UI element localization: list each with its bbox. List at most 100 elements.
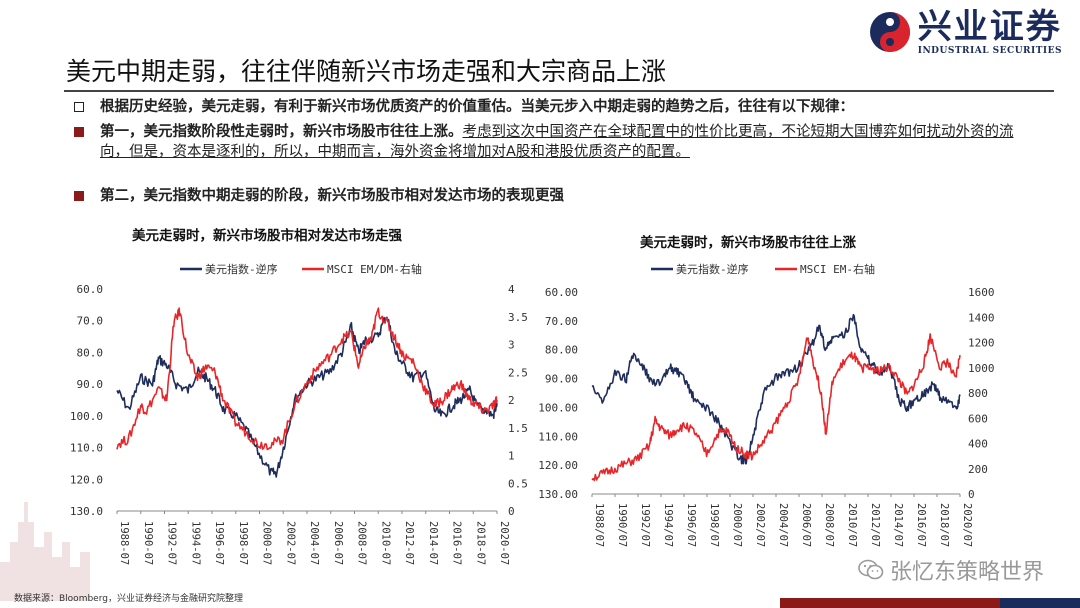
chart-2: 60.00 70.00 80.00 90.00 100.00 110.00 120.00 13… [538,262,994,547]
watermark-text: 张忆东策略世界 [889,560,1044,585]
logo-chinese-name: 兴业证券 [917,7,1062,47]
legend-label: MSCI EM/DM-右轴 [327,262,422,276]
bullet-second: 第二，美元指数中期走弱的阶段，新兴市场股市相对发达市场的表现更强 [74,186,1036,206]
x-tick-label: 2012/07 [869,503,881,547]
wechat-watermark: 张忆东策略世界 [858,554,1044,586]
right-tick-label: 1000 [968,362,995,375]
x-tick-label: 2012-07 [403,521,415,565]
x-tick-label: 2018/07 [938,503,950,547]
right-tick-label: 1.5 [508,422,528,435]
legend-label: MSCI EM-右轴 [800,262,875,276]
left-tick-label: 120.0 [70,473,103,486]
left-tick-label: 80.0 [77,346,104,359]
right-tick-label: 400 [968,438,988,451]
x-tick-label: 1994/07 [662,503,674,547]
left-tick-label: 130.0 [70,505,103,518]
left-tick-label: 60.00 [545,286,578,299]
x-tick-label: 2018-07 [474,521,486,565]
right-tick-label: 0 [968,488,975,501]
title-divider [64,90,1054,92]
right-tick-label: 4 [508,283,515,296]
data-source-note: 数据来源：Bloomberg，兴业证券经济与金融研究院整理 [14,594,243,604]
left-tick-label: 90.00 [545,373,578,386]
x-tick-label: 2020/07 [961,503,973,547]
x-tick-label: 2002-07 [284,521,296,565]
red-square-icon [74,127,84,137]
right-tick-label: 0.5 [508,477,528,490]
x-tick-label: 2014/07 [892,503,904,547]
right-tick-label: 1600 [968,286,995,299]
red-square-icon [74,191,84,201]
x-tick-label: 1990-07 [142,521,154,565]
page-title: 美元中期走弱，往往伴随新兴市场走强和大宗商品上涨 [66,57,667,86]
right-tick-label: 1400 [968,311,995,324]
x-tick-label: 2006-07 [332,521,344,565]
left-tick-label: 100.00 [538,401,578,414]
bullet-intro-text: 根据历史经验，美元走弱，有利于新兴市场优质资产的价值重估。当美元步入中期走弱的趋… [100,99,854,115]
right-tick-label: 200 [968,463,988,476]
bullet-second-text: 第二，美元指数中期走弱的阶段，新兴市场股市相对发达市场的表现更强 [100,188,564,204]
x-tick-label: 2008/07 [823,503,835,547]
x-tick-label: 2006/07 [800,503,812,547]
x-tick-label: 1988-07 [118,521,130,565]
series-line-msci [116,307,498,451]
legend-label: 美元指数-逆序 [205,262,278,276]
x-tick-label: 1996/07 [685,503,697,547]
right-tick-label: 1 [508,450,515,463]
x-tick-label: 2008-07 [356,521,368,565]
x-tick-label: 1998-07 [237,521,249,565]
left-tick-label: 70.00 [545,315,578,328]
series-line-usd-index [116,316,498,478]
left-tick-label: 80.00 [545,344,578,357]
hollow-square-icon [74,102,84,112]
bullet-intro: 根据历史经验，美元走弱，有利于新兴市场优质资产的价值重估。当美元步入中期走弱的趋… [74,97,1036,117]
x-tick-label: 2000-07 [261,521,273,565]
x-tick-label: 1998/07 [708,503,720,547]
x-tick-label: 2004/07 [777,503,789,547]
x-tick-label: 1990/07 [616,503,628,547]
x-tick-label: 2010-07 [379,521,391,565]
x-tick-label: 1992/07 [639,503,651,547]
company-logo: 兴业证券 INDUSTRIAL SECURITIES [868,8,1062,56]
x-tick-label: 1992-07 [166,521,178,565]
series-line-usd-index [591,313,961,465]
x-tick-label: 2010/07 [846,503,858,547]
logo-mark-icon [869,12,910,52]
skyline-decoration-icon [0,502,90,602]
x-tick-label: 2004-07 [308,521,320,565]
right-tick-label: 1200 [968,337,995,350]
series-line-msci [591,333,961,482]
right-tick-label: 0 [508,505,515,518]
bullet-first: 第一，美元指数阶段性走弱时，新兴市场股市往往上涨。考虑到这次中国资产在全球配置中… [74,122,1036,162]
right-tick-label: 3 [508,339,515,352]
legend-label: 美元指数-逆序 [676,262,749,276]
x-tick-label: 2002/07 [754,503,766,547]
left-tick-label: 60.0 [77,283,104,296]
chart2-title: 美元走弱时，新兴市场股市往往上涨 [640,235,856,251]
x-tick-label: 1996-07 [213,521,225,565]
x-tick-label: 2014-07 [427,521,439,565]
left-tick-label: 100.0 [70,410,103,423]
left-tick-label: 130.00 [538,488,578,501]
left-tick-label: 120.00 [538,459,578,472]
right-tick-label: 800 [968,387,988,400]
left-tick-label: 70.0 [77,315,104,328]
x-tick-label: 2020-07 [498,521,510,565]
x-tick-label: 2016/07 [915,503,927,547]
x-tick-label: 2000/07 [731,503,743,547]
left-tick-label: 110.00 [538,430,578,443]
right-tick-label: 600 [968,412,988,425]
bullet-first-detail: 考虑到这次中国资产在全球配置中的性价比更高，不论短期大国博弈如何扰动外资的流向，… [100,124,1014,160]
right-tick-label: 3.5 [508,311,528,324]
wechat-icon [858,559,884,580]
right-tick-label: 2 [508,394,515,407]
right-tick-label: 2.5 [508,366,528,379]
left-tick-label: 110.0 [70,442,103,455]
x-tick-label: 2016-07 [451,521,463,565]
x-tick-label: 1994-07 [189,521,201,565]
chart-1: 60.0 70.0 80.0 90.0 100.0 110.0 120.0 130.0 4 3.5… [70,262,528,565]
left-tick-label: 90.0 [77,378,104,391]
logo-english-name: INDUSTRIAL SECURITIES [917,46,1062,56]
footer-band [0,598,1080,608]
